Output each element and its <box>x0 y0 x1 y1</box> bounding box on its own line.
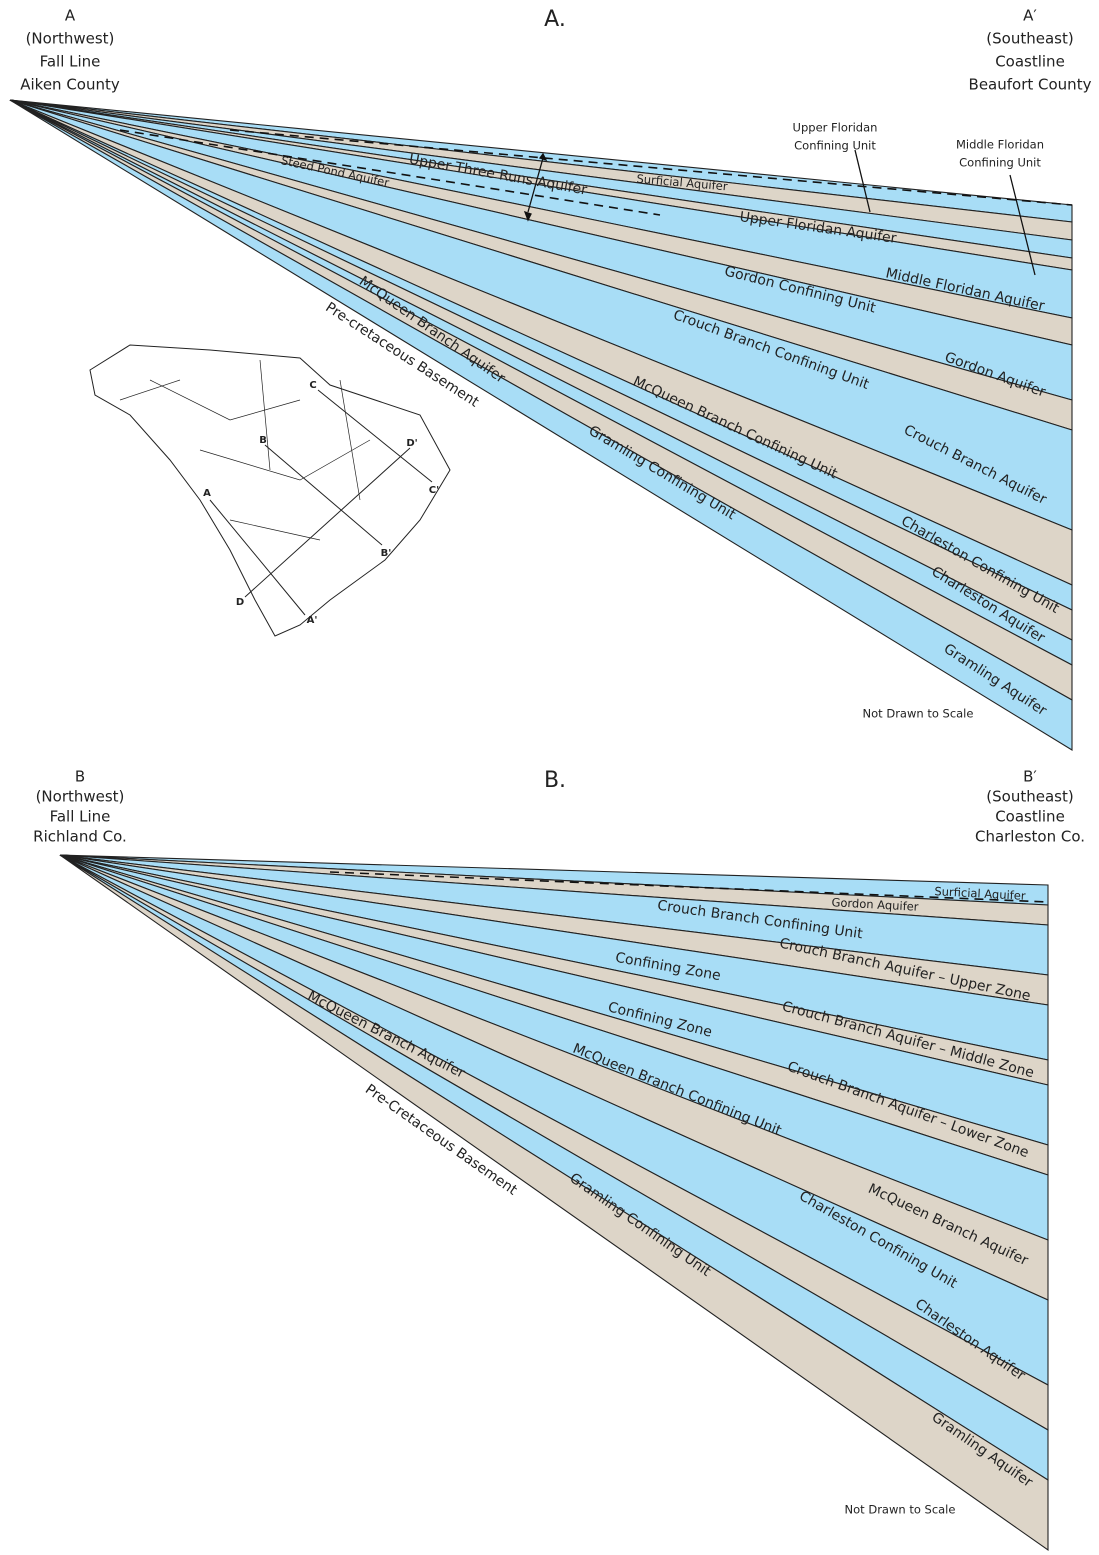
label: Upper Floridan <box>793 121 878 135</box>
label: Gordon Aquifer <box>831 895 919 914</box>
label: Fall Line <box>40 53 101 71</box>
label: A' <box>307 615 318 626</box>
label: D <box>236 597 244 608</box>
dashed-lines <box>119 129 1073 903</box>
label: Coastline <box>995 53 1065 71</box>
label: Coastline <box>995 808 1065 826</box>
label: C' <box>429 485 439 496</box>
section-b-layers <box>59 854 1049 1552</box>
label: (Northwest) <box>36 788 125 806</box>
label: Confining Unit <box>959 156 1041 170</box>
label: Confining Unit <box>794 139 876 153</box>
map-inset <box>89 344 451 637</box>
label: C <box>309 380 316 391</box>
label: (Southeast) <box>986 788 1073 806</box>
title: A. <box>544 7 566 32</box>
label: D' <box>406 438 417 449</box>
label: B <box>75 768 85 786</box>
arrows <box>523 149 1036 276</box>
label: Middle Floridan <box>956 138 1044 152</box>
label: Not Drawn to Scale <box>845 1503 956 1517</box>
label: Not Drawn to Scale <box>863 707 974 721</box>
label: (Northwest) <box>26 30 115 48</box>
section-a-layers <box>9 99 1073 751</box>
label: Charleston Co. <box>975 828 1085 846</box>
label: Richland Co. <box>33 828 127 846</box>
title: B. <box>544 768 566 793</box>
label: A′ <box>1023 7 1037 25</box>
label: Fall Line <box>50 808 111 826</box>
label: B <box>259 435 267 446</box>
label: (Southeast) <box>986 30 1073 48</box>
label: B′ <box>1023 768 1037 786</box>
label: Surficial Aquifer <box>934 884 1026 903</box>
label: Aiken County <box>20 76 120 94</box>
label: A <box>203 488 211 499</box>
label: A <box>65 7 76 25</box>
label: Beaufort County <box>969 76 1092 94</box>
label: B' <box>381 548 392 559</box>
layer <box>9 99 1073 751</box>
layer <box>59 854 1049 1552</box>
